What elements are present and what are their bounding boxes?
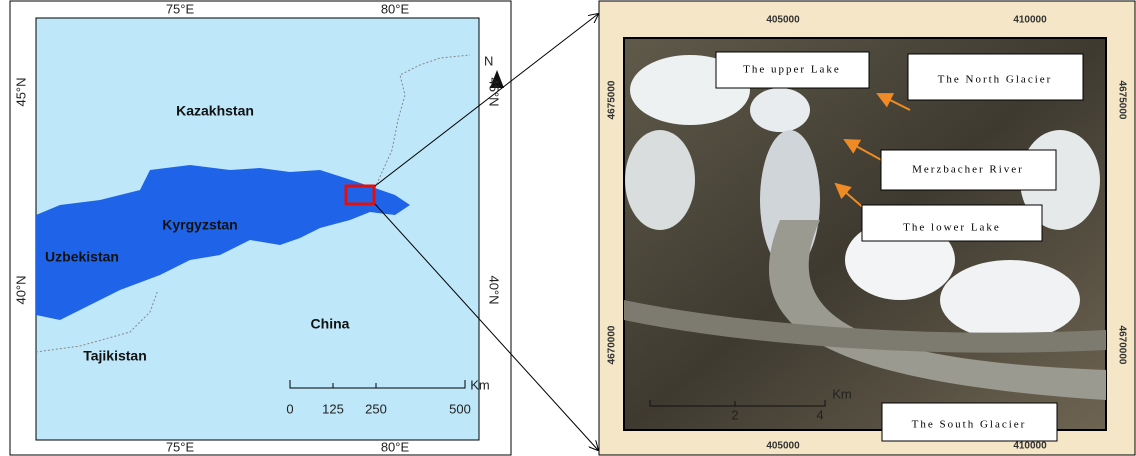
country-label: Uzbekistan bbox=[45, 249, 119, 265]
body: N 75°E 80°E 75°E 80°E 45°N 40°N 45°N 40°… bbox=[0, 0, 1136, 456]
country-label: China bbox=[311, 316, 350, 332]
shape bbox=[940, 260, 1080, 340]
bottom-tick: 80°E bbox=[381, 439, 410, 454]
left-tick: 40°N bbox=[13, 275, 28, 304]
right-coord: 4670000 bbox=[1116, 326, 1127, 365]
scale-label: 125 bbox=[322, 401, 344, 416]
scale-label: 0 bbox=[286, 401, 293, 416]
country-label: Kyrgyzstan bbox=[162, 217, 237, 233]
feature-label: Merzbacher River bbox=[912, 164, 1024, 176]
top-tick: 75°E bbox=[166, 1, 195, 16]
country-label: Tajikistan bbox=[83, 348, 147, 364]
bottom-tick: 75°E bbox=[166, 439, 195, 454]
bottom-coord: 410000 bbox=[1013, 441, 1047, 452]
scale-unit: Km bbox=[470, 377, 490, 392]
right-tick: 40°N bbox=[487, 275, 502, 304]
feature-label: The North Glacier bbox=[938, 74, 1053, 86]
left-tick: 45°N bbox=[13, 77, 28, 106]
feature-label: The lower Lake bbox=[903, 222, 1001, 234]
top-coord: 405000 bbox=[766, 15, 800, 26]
country-label: Kazakhstan bbox=[176, 103, 254, 119]
figure: N 75°E 80°E 75°E 80°E 45°N 40°N 45°N 40°… bbox=[0, 0, 1136, 456]
image-scale-label: 2 bbox=[731, 407, 738, 422]
shape bbox=[750, 88, 810, 132]
right-tick: 45°N bbox=[487, 77, 502, 106]
image-scale-label: 4 bbox=[816, 407, 823, 422]
page: {"overview_map": { "top_ticks": ["75°E",… bbox=[0, 0, 1136, 456]
top-coord: 410000 bbox=[1013, 15, 1047, 26]
shape bbox=[625, 130, 695, 230]
left-coord: 4675000 bbox=[607, 80, 618, 119]
bottom-coord: 405000 bbox=[766, 441, 800, 452]
left-coord: 4670000 bbox=[607, 325, 618, 364]
feature-label: The upper Lake bbox=[743, 64, 841, 76]
scale-label: 500 bbox=[449, 401, 471, 416]
right-coord: 4675000 bbox=[1116, 81, 1127, 120]
feature-label: The South Glacier bbox=[912, 419, 1027, 431]
scale-label: 250 bbox=[365, 401, 387, 416]
north-label: N bbox=[484, 53, 493, 68]
top-tick: 80°E bbox=[381, 1, 410, 16]
image-scale-unit: Km bbox=[832, 386, 852, 401]
